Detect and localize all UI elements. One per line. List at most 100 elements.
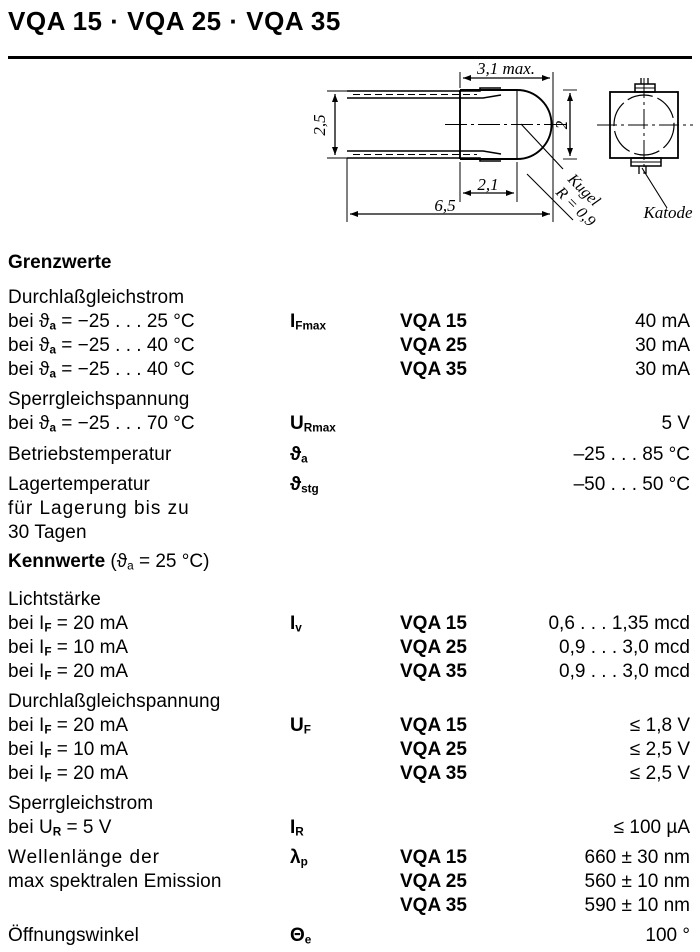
row-type: VQA 15: [400, 715, 467, 736]
table-row: bei ϑa = −25 . . . 40 °C VQA 35 30 mA: [0, 359, 700, 384]
row-value: ≤ 2,5 V: [629, 739, 690, 760]
row-type: VQA 25: [400, 335, 467, 356]
row-condition: max spektralen Emission: [8, 871, 222, 892]
dim-label-2-5: 2,5: [310, 114, 329, 135]
row-caption-sperrgleichstrom: Sperrgleichstrom: [0, 793, 700, 818]
row-condition: bei IF = 20 mA: [8, 715, 129, 737]
row-caption-lichtstaerke: Lichtstärke: [0, 589, 700, 614]
row-symbol: IR: [290, 817, 304, 839]
row-condition: bei IF = 20 mA: [8, 661, 129, 683]
table-row: Öffnungswinkel Θe 100 °: [0, 925, 700, 950]
row-value: –25 . . . 85 °C: [573, 444, 690, 465]
table-row: bei IF = 10 mA VQA 25 ≤ 2,5 V: [0, 739, 700, 764]
section-heading-kennwerte: Kennwerte (ϑa = 25 °C): [8, 551, 209, 573]
row-condition: bei IF = 10 mA: [8, 637, 129, 659]
table-row: bei IF = 20 mA UF VQA 15 ≤ 1,8 V: [0, 715, 700, 740]
section-heading-grenzwerte: Grenzwerte: [8, 252, 111, 274]
dim-body-length-geom: [459, 162, 518, 202]
caption-sperrgleichspannung: Sperrgleichspannung: [8, 389, 190, 410]
table-row: Betriebstemperatur ϑa –25 . . . 85 °C: [0, 444, 700, 469]
row-value: 0,6 . . . 1,35 mcd: [548, 613, 690, 634]
row-condition: bei ϑa = −25 . . . 25 °C: [8, 311, 195, 333]
lagertemperatur-note-line-1: für Lagerung bis zu: [8, 498, 190, 519]
row-condition: bei IF = 10 mA: [8, 739, 129, 761]
row-note: 30 Tagen: [0, 522, 700, 547]
row-condition: Lagertemperatur: [8, 474, 150, 495]
row-note: für Lagerung bis zu: [0, 498, 700, 523]
table-row: bei UR = 5 V IR ≤ 100 µA: [0, 817, 700, 842]
row-value: 5 V: [661, 413, 690, 434]
caption-sperrgleichstrom: Sperrgleichstrom: [8, 793, 154, 814]
section-heading-grenzwerte-label: Grenzwerte: [8, 252, 112, 273]
section-heading-kennwerte-note: (ϑa = 25 °C): [105, 551, 210, 573]
row-value: ≤ 100 µA: [613, 817, 690, 838]
table-row: bei IF = 10 mA VQA 25 0,9 . . . 3,0 mcd: [0, 637, 700, 662]
row-symbol: URmax: [290, 413, 336, 435]
row-value: 660 ± 30 nm: [584, 847, 691, 868]
dim-body-height-geom: [563, 89, 577, 160]
row-symbol: ϑstg: [290, 474, 319, 496]
row-condition: Öffnungswinkel: [8, 925, 139, 946]
row-value: 100 °: [645, 925, 690, 946]
row-value: 40 mA: [635, 311, 690, 332]
row-type: VQA 25: [400, 739, 467, 760]
callout-katode-leader: [641, 167, 668, 209]
row-symbol: Iv: [290, 613, 302, 635]
row-caption-durchlassgleichstrom: Durchlaßgleichstrom: [0, 287, 700, 312]
table-row: VQA 35 590 ± 10 nm: [0, 895, 700, 920]
table-row: bei ϑa = −25 . . . 70 °C URmax 5 V: [0, 413, 700, 438]
dim-total-length-geom: [346, 158, 554, 222]
table-row: max spektralen Emission VQA 25 560 ± 10 …: [0, 871, 700, 896]
row-condition: bei IF = 20 mA: [8, 763, 129, 785]
row-condition: bei IF = 20 mA: [8, 613, 129, 635]
package-outline-drawing: 3,1 max. 2,5 2 2,1 6,5 Kugel R = 0,9 Kat…: [305, 62, 697, 247]
table-row: bei IF = 20 mA Iv VQA 15 0,6 . . . 1,35 …: [0, 613, 700, 638]
row-type: VQA 35: [400, 895, 467, 916]
row-type: VQA 15: [400, 311, 467, 332]
dim-lead-spacing-geom: [327, 90, 457, 159]
row-symbol: UF: [290, 715, 311, 737]
table-row: bei ϑa = −25 . . . 40 °C VQA 25 30 mA: [0, 335, 700, 360]
row-condition: Wellenlänge der: [8, 847, 160, 868]
row-symbol: IFmax: [290, 311, 327, 333]
table-row: Wellenlänge der λp VQA 15 660 ± 30 nm: [0, 847, 700, 872]
page-title: VQA 15 · VQA 25 · VQA 35: [8, 6, 341, 36]
row-value: 0,9 . . . 3,0 mcd: [559, 637, 690, 658]
row-condition: bei ϑa = −25 . . . 70 °C: [8, 413, 195, 435]
dim-label-6-5: 6,5: [434, 196, 455, 215]
row-condition: bei UR = 5 V: [8, 817, 112, 839]
row-condition: bei ϑa = −25 . . . 40 °C: [8, 359, 195, 381]
row-value: 590 ± 10 nm: [584, 895, 691, 916]
row-type: VQA 25: [400, 871, 467, 892]
row-type: VQA 15: [400, 847, 467, 868]
row-type: VQA 35: [400, 661, 467, 682]
table-row: Lagertemperatur ϑstg –50 . . . 50 °C: [0, 474, 700, 499]
header-divider-rule: [8, 56, 692, 59]
row-caption-durchlassgleichspannung: Durchlaßgleichspannung: [0, 691, 700, 716]
row-symbol: ϑa: [290, 444, 308, 466]
dim-label-2: 2: [552, 120, 571, 129]
caption-lichtstaerke: Lichtstärke: [8, 589, 101, 610]
section-heading-kennwerte-label: Kennwerte: [8, 551, 106, 572]
row-value: 30 mA: [635, 335, 690, 356]
row-symbol: Θe: [290, 925, 312, 947]
row-symbol: λp: [290, 847, 308, 869]
row-value: 0,9 . . . 3,0 mcd: [559, 661, 690, 682]
row-type: VQA 35: [400, 359, 467, 380]
row-type: VQA 15: [400, 613, 467, 634]
caption-durchlassgleichstrom: Durchlaßgleichstrom: [8, 287, 185, 308]
dim-label-3-1-max: 3,1 max.: [476, 62, 535, 78]
table-row: bei IF = 20 mA VQA 35 0,9 . . . 3,0 mcd: [0, 661, 700, 686]
row-condition: Betriebstemperatur: [8, 444, 172, 465]
row-type: VQA 35: [400, 763, 467, 784]
row-value: –50 . . . 50 °C: [573, 474, 690, 495]
row-condition: bei ϑa = −25 . . . 40 °C: [8, 335, 195, 357]
table-row: bei IF = 20 mA VQA 35 ≤ 2,5 V: [0, 763, 700, 788]
caption-durchlassgleichspannung: Durchlaßgleichspannung: [8, 691, 221, 712]
row-type: VQA 25: [400, 637, 467, 658]
row-caption-sperrgleichspannung: Sperrgleichspannung: [0, 389, 700, 414]
row-value: 30 mA: [635, 359, 690, 380]
row-value: ≤ 2,5 V: [629, 763, 690, 784]
row-value: ≤ 1,8 V: [629, 715, 690, 736]
lagertemperatur-note-line-2: 30 Tagen: [8, 522, 87, 543]
